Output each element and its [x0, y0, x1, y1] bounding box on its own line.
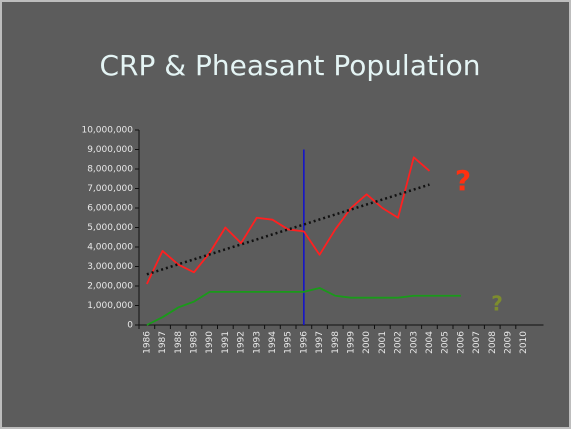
y-tick-label: 6,000,000 [87, 204, 133, 214]
series-line [146, 287, 461, 326]
x-tick-label: 2007 [472, 331, 482, 354]
x-tick-label: 1998 [331, 331, 341, 354]
y-tick-label: 5,000,000 [87, 223, 133, 233]
chart-title: CRP & Pheasant Population [99, 49, 480, 82]
y-tick-label: 10,000,000 [81, 126, 133, 136]
x-tick-label: 1989 [189, 331, 199, 354]
y-tick-label: 2,000,000 [87, 282, 133, 292]
x-tick-label: 2010 [519, 331, 529, 354]
x-tick-label: 1994 [268, 331, 278, 354]
x-tick-label: 2000 [362, 331, 372, 354]
x-tick-label: 1990 [205, 331, 215, 354]
x-tick-label: 2005 [441, 331, 451, 354]
y-tick-label: 3,000,000 [87, 262, 133, 272]
x-tick-label: 1996 [299, 331, 309, 354]
x-tick-label: 2003 [409, 331, 419, 354]
x-tick-label: 1991 [221, 331, 231, 354]
y-tick-label: 0 [127, 321, 133, 331]
x-tick-label: 1999 [346, 331, 356, 354]
x-tick-label: 1987 [158, 331, 168, 354]
x-tick-label: 2002 [394, 331, 404, 354]
x-tick-label: 2009 [503, 331, 513, 354]
x-tick-label: 1995 [284, 331, 294, 354]
x-tick-label: 1992 [237, 331, 247, 354]
x-tick-label: 1988 [174, 331, 184, 354]
x-tick-label: 1997 [315, 331, 325, 354]
x-tick-label: 2004 [425, 331, 435, 354]
series-line [146, 156, 431, 285]
annotation: ? [455, 164, 471, 197]
x-tick-label: 2001 [378, 331, 388, 354]
annotation: ? [491, 292, 503, 316]
y-tick-label: 9,000,000 [87, 145, 133, 155]
x-tick-label: 2006 [456, 331, 466, 354]
x-tick-label: 1993 [252, 331, 262, 354]
y-tick-label: 8,000,000 [87, 165, 133, 175]
x-tick-label: 1986 [142, 331, 152, 354]
y-tick-label: 1,000,000 [87, 301, 133, 311]
y-tick-label: 7,000,000 [87, 184, 133, 194]
x-tick-label: 2008 [488, 331, 498, 354]
y-tick-label: 4,000,000 [87, 243, 133, 253]
